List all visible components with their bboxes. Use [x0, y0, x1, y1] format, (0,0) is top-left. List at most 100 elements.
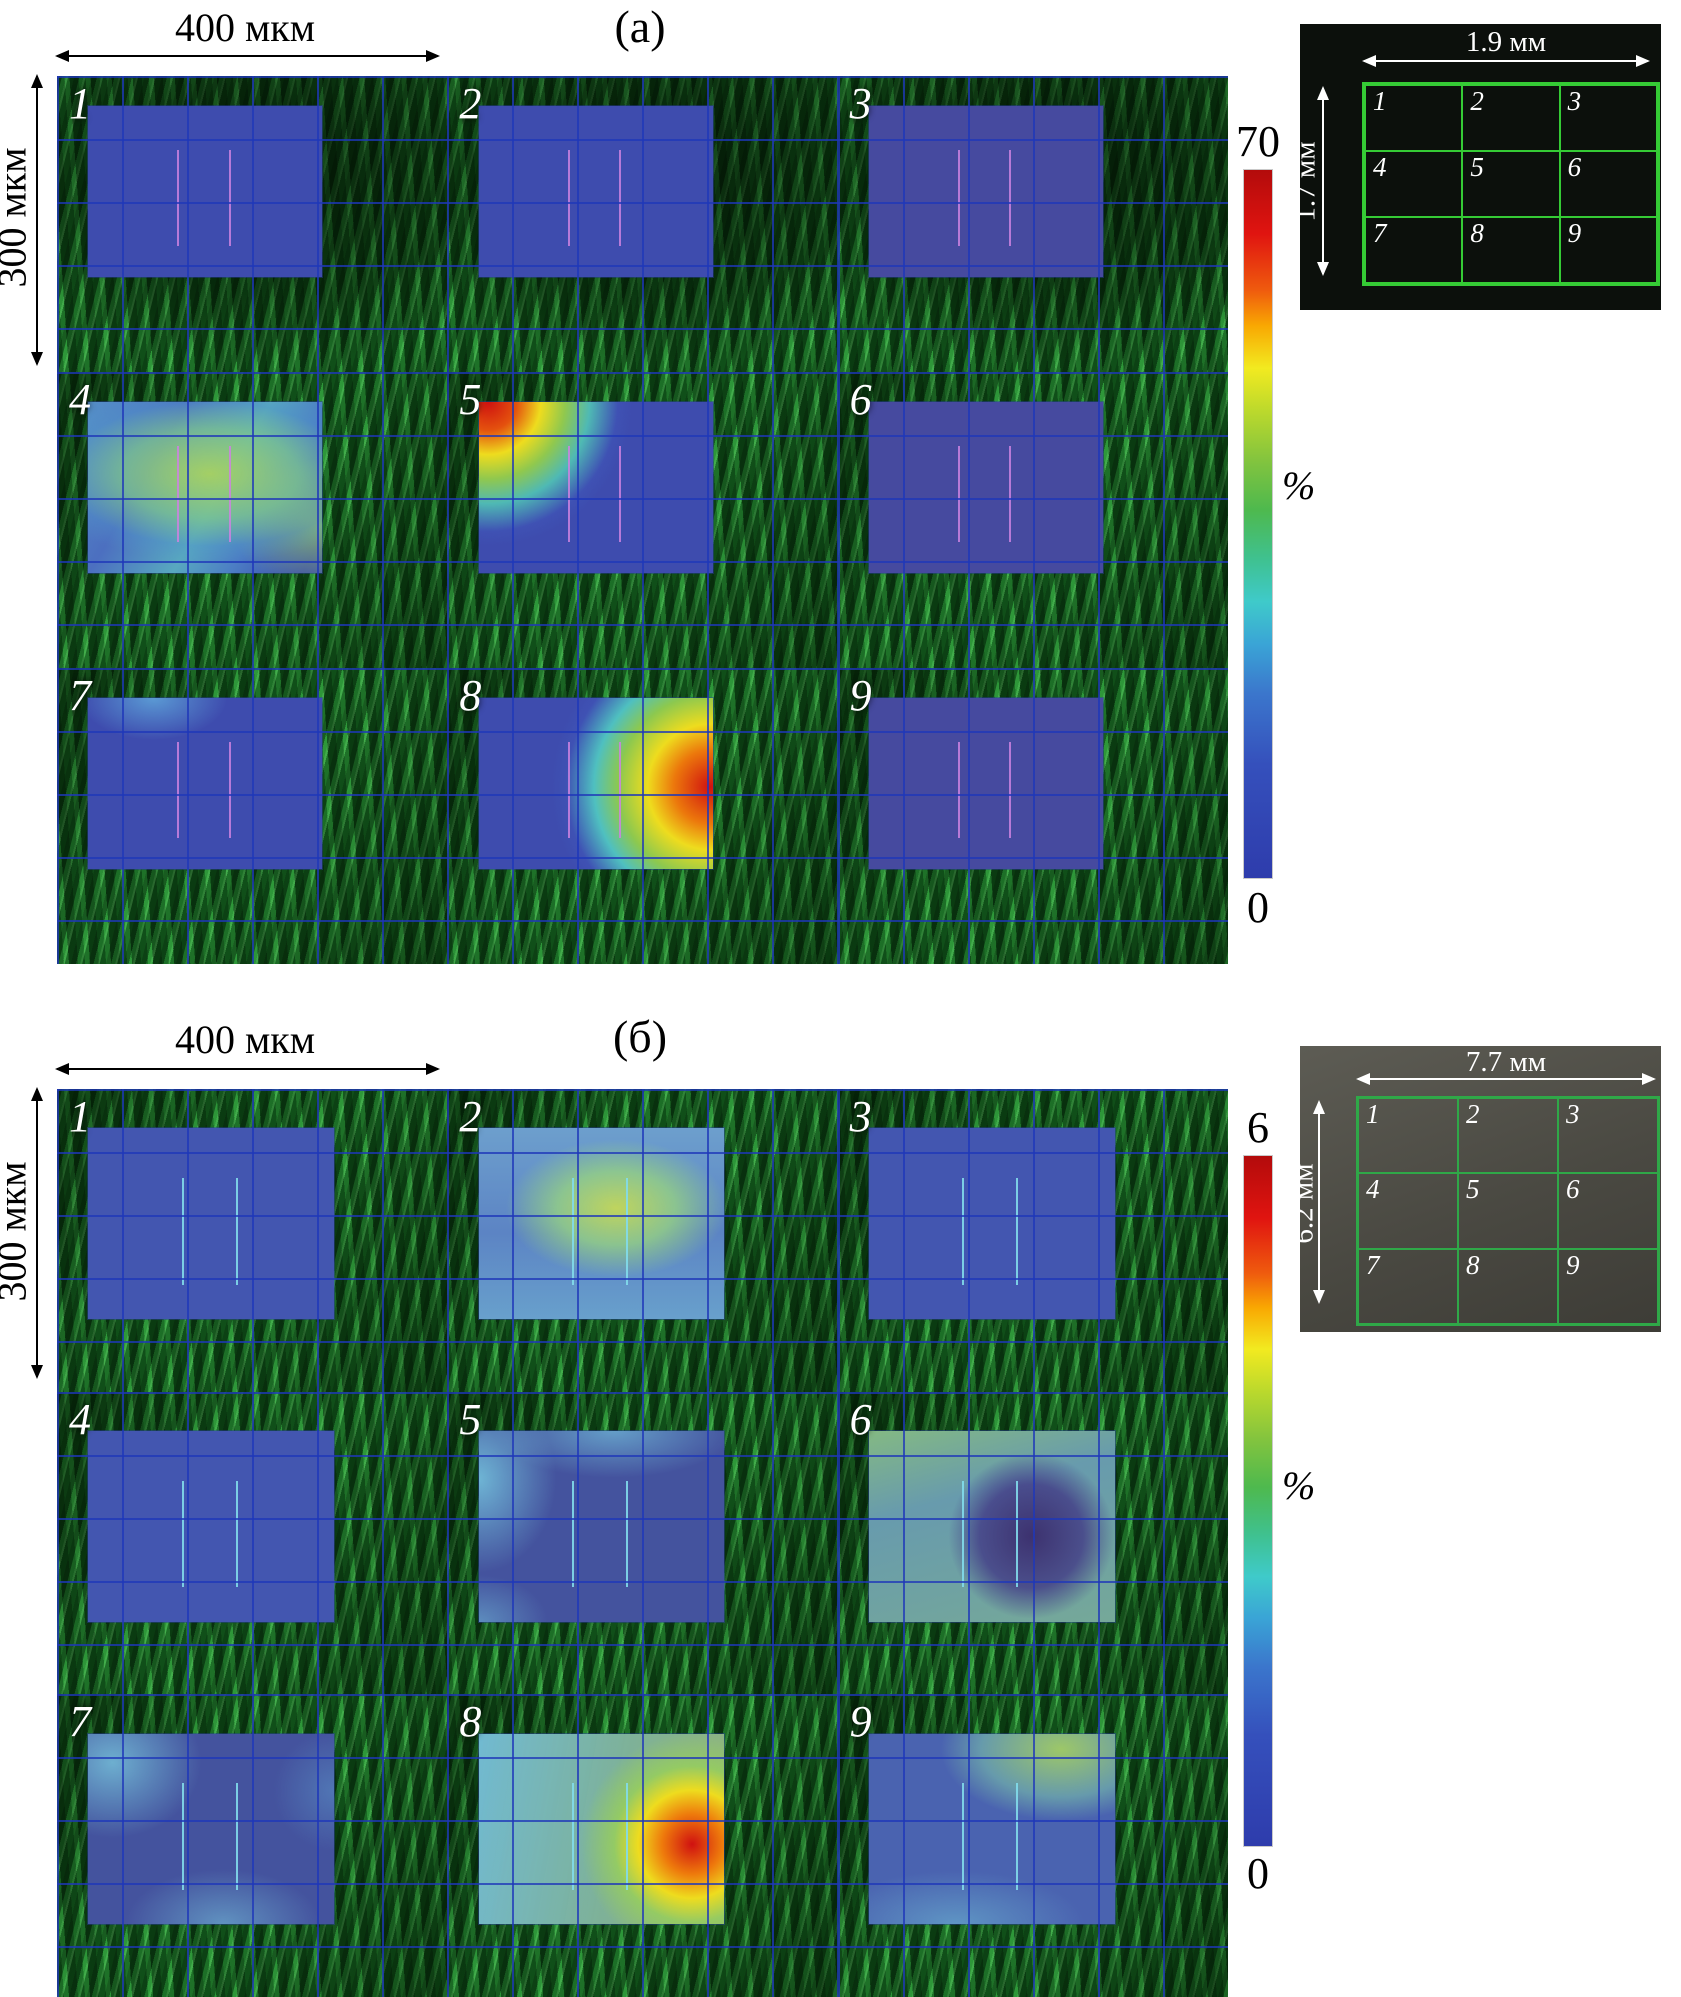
inset-cell-number: 6: [1566, 1174, 1580, 1205]
panel-a-map-mosaic: 1 2 3 4 5 6: [57, 76, 1228, 964]
tile-number: 8: [459, 1697, 482, 1747]
tile-number: 9: [849, 671, 872, 720]
tile-number: 6: [849, 1394, 872, 1444]
map-tile-b5: 5: [447, 1391, 838, 1695]
tile-number: 3: [849, 79, 872, 128]
inset-cell: 8: [1458, 1248, 1558, 1324]
heatmap-overlay: [88, 1128, 335, 1320]
heatmap-overlay: [478, 697, 713, 870]
inset-cell: 3: [1558, 1098, 1658, 1174]
inset-cell: 2: [1462, 85, 1560, 151]
sample-photo-inset-b: 7.7 мм 6.2 мм 1 2 3 4 5 6 7 8 9: [1288, 1046, 1661, 1332]
panel-b-horizontal-scale-arrow: [55, 1063, 440, 1075]
panel-b-vertical-scale-label: 300 мкм: [0, 1161, 35, 1302]
heatmap-overlay: [478, 105, 713, 278]
map-tile-b9: 9: [837, 1694, 1228, 1997]
tile-number: 4: [69, 375, 91, 424]
inset-cell-number: 2: [1470, 86, 1484, 116]
inset-cell-number: 5: [1466, 1174, 1480, 1205]
inset-cell: 7: [1365, 217, 1463, 283]
map-tile-b2: 2: [447, 1089, 838, 1392]
inset-cell: 4: [1365, 151, 1463, 217]
panel-a-vertical-scale-label: 300 мкм: [0, 147, 35, 288]
tile-number: 5: [459, 1394, 482, 1444]
colorbar-a-min: 0: [1247, 883, 1269, 932]
inset-a-width-label: 1.9 мм: [1465, 26, 1547, 58]
inset-cell: 9: [1558, 1248, 1658, 1324]
map-tile-a8: 8: [447, 668, 838, 964]
heatmap-overlay: [88, 105, 323, 278]
tile-number: 2: [459, 79, 482, 128]
inset-b-width-arrow: [1356, 1073, 1656, 1085]
heatmap-overlay: [478, 1733, 725, 1925]
heatmap-overlay: [868, 1128, 1115, 1320]
colorbar-a-max: 70: [1236, 117, 1280, 166]
heatmap-overlay: [868, 1733, 1115, 1925]
heatmap-overlay: [88, 697, 323, 870]
panel-b-map-mosaic: 1 2 3 4 5 6: [57, 1089, 1228, 1997]
inset-cell-number: 9: [1567, 218, 1582, 248]
inset-cell-number: 5: [1470, 152, 1484, 182]
colorbar-b-max: 6: [1247, 1103, 1269, 1152]
tile-number: 1: [69, 79, 91, 128]
map-tile-a3: 3: [837, 76, 1228, 372]
inset-cell-number: 9: [1566, 1249, 1580, 1280]
inset-cell: 8: [1462, 217, 1560, 283]
colorbar-a: [1244, 170, 1272, 878]
inset-cell-number: 4: [1373, 152, 1387, 182]
map-tile-a9: 9: [837, 668, 1228, 964]
inset-cell-number: 1: [1373, 86, 1387, 116]
map-tile-b1: 1: [57, 1089, 448, 1392]
inset-cell: 5: [1462, 151, 1560, 217]
map-tile-a7: 7: [57, 668, 448, 964]
inset-cell-number: 7: [1366, 1249, 1380, 1280]
colorbar-b: [1244, 1156, 1272, 1846]
tile-number: 6: [849, 375, 872, 424]
map-tile-b3: 3: [837, 1089, 1228, 1392]
inset-cell-number: 2: [1466, 1099, 1480, 1129]
inset-cell: 9: [1559, 217, 1657, 283]
sample-photo-inset-a: 1.9 мм 1.7 мм 1 2 3 4 5 6 7 8 9: [1290, 24, 1661, 310]
tile-number: 1: [69, 1092, 91, 1141]
inset-cell: 6: [1559, 151, 1657, 217]
inset-cell: 6: [1558, 1173, 1658, 1249]
inset-a-height-arrow: [1317, 86, 1329, 276]
panel-a-vertical-scale-arrow: [31, 74, 43, 366]
map-tile-b4: 4: [57, 1391, 448, 1695]
inset-a-region-grid: 1 2 3 4 5 6 7 8 9: [1362, 82, 1660, 286]
heatmap-overlay: [478, 1128, 725, 1320]
map-tile-a4: 4: [57, 372, 448, 668]
inset-cell: 3: [1559, 85, 1657, 151]
map-tile-a5: 5: [447, 372, 838, 668]
inset-cell-number: 6: [1567, 152, 1582, 182]
colorbar-b-unit: %: [1282, 1463, 1316, 1508]
inset-cell-number: 3: [1566, 1099, 1580, 1129]
panel-b-vertical-scale-arrow: [31, 1087, 43, 1379]
panel-a-horizontal-scale-label: 400 мкм: [174, 5, 316, 50]
inset-b-height-label: 6.2 мм: [1287, 1163, 1320, 1244]
map-tile-b6: 6: [837, 1391, 1228, 1695]
inset-cell-number: 3: [1567, 86, 1582, 116]
inset-b-width-label: 7.7 мм: [1465, 1046, 1547, 1078]
panel-b-title: (б): [612, 1011, 668, 1062]
map-tile-a1: 1: [57, 76, 448, 372]
inset-cell: 1: [1358, 1098, 1458, 1174]
inset-cell-number: 8: [1466, 1249, 1480, 1280]
inset-cell-number: 8: [1470, 218, 1484, 248]
colorbar-b-min: 0: [1247, 1849, 1269, 1898]
inset-cell: 5: [1458, 1173, 1558, 1249]
inset-cell: 4: [1358, 1173, 1458, 1249]
heatmap-overlay: [868, 105, 1104, 278]
tile-number: 8: [459, 671, 482, 720]
inset-cell-number: 1: [1366, 1099, 1380, 1129]
map-tile-a6: 6: [837, 372, 1228, 668]
panel-a-title: (а): [614, 1, 666, 52]
inset-cell: 2: [1458, 1098, 1558, 1174]
heatmap-overlay: [88, 1431, 335, 1622]
colorbar-a-unit: %: [1282, 463, 1316, 508]
inset-cell-number: 4: [1366, 1174, 1380, 1205]
inset-a-width-arrow: [1362, 55, 1650, 67]
inset-cell: 7: [1358, 1248, 1458, 1324]
tile-number: 3: [849, 1092, 872, 1141]
